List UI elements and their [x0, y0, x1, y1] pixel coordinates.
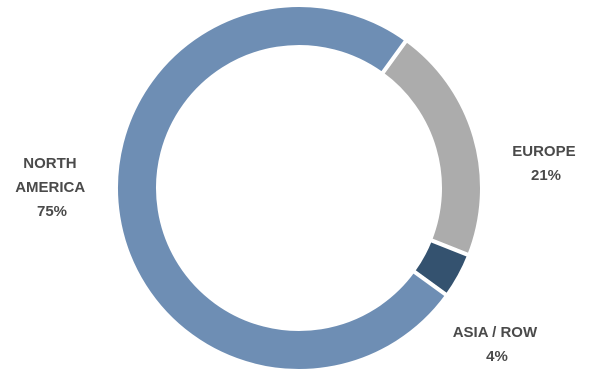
slice-north-america — [114, 3, 450, 373]
slice-europe — [379, 37, 484, 258]
label-north-america-line1: NORTH — [23, 155, 76, 172]
donut-slices — [114, 3, 484, 373]
label-north-america-line2: AMERICA — [15, 179, 85, 196]
label-europe-value: 21% — [531, 167, 561, 184]
label-asia-row-name: ASIA / ROW — [453, 324, 538, 341]
label-europe-name: EUROPE — [512, 143, 575, 160]
label-north-america-value: 75% — [37, 203, 67, 220]
label-europe: EUROPE 21% — [512, 143, 580, 184]
label-north-america: NORTH AMERICA 75% — [15, 155, 89, 220]
label-asia-row: ASIA / ROW 4% — [453, 324, 542, 365]
label-asia-row-value: 4% — [486, 348, 508, 365]
